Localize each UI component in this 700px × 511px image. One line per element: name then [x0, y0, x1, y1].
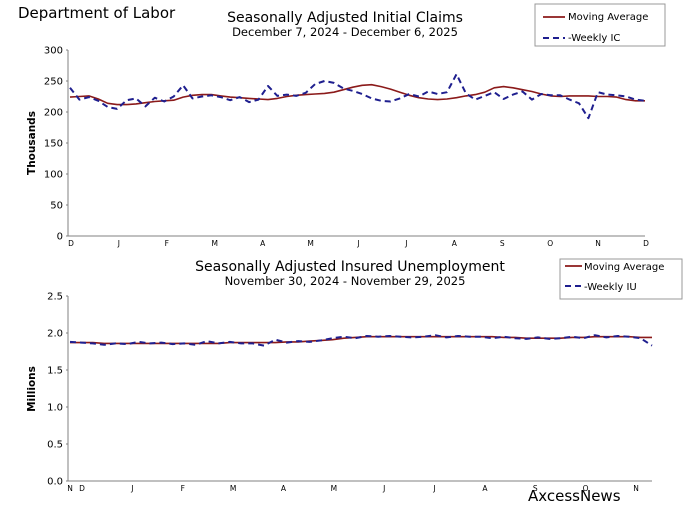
x-tick-label: M	[307, 239, 313, 248]
y-tick-label: 100	[44, 170, 63, 181]
x-tick-label: O	[547, 239, 553, 248]
chart-subtitle: November 30, 2024 - November 29, 2025	[225, 274, 466, 288]
x-tick-label: J	[404, 239, 407, 248]
y-tick-label: 250	[44, 77, 63, 88]
y-tick-label: 2.5	[47, 292, 63, 303]
x-tick-label: M	[331, 484, 337, 493]
legend: Moving Average -Weekly IC	[534, 3, 666, 47]
x-tick-label: J	[432, 484, 435, 493]
y-tick-label: 150	[44, 139, 63, 150]
chart-title: Seasonally Adjusted Initial Claims	[227, 10, 463, 26]
x-tick-label: J	[130, 484, 133, 493]
x-tick-label: N	[595, 239, 601, 248]
y-tick-label: 200	[44, 108, 63, 119]
y-tick-label: 2.0	[47, 329, 63, 340]
x-tick-label: D	[643, 239, 649, 248]
x-tick-label: D	[68, 239, 74, 248]
page-header: Department of Labor	[18, 4, 176, 22]
x-tick-label: M	[230, 484, 236, 493]
x-tick-label: A	[452, 239, 458, 248]
legend-label-moving-average: Moving Average	[568, 12, 648, 23]
y-tick-label: 300	[44, 46, 63, 57]
x-tick-label: J	[356, 239, 359, 248]
insured-unemployment-chart: Seasonally Adjusted Insured Unemployment…	[26, 258, 683, 493]
x-tick-label: A	[482, 484, 488, 493]
x-tick-label: O	[583, 484, 589, 493]
x-tick-label: J	[117, 239, 120, 248]
chart-title: Seasonally Adjusted Insured Unemployment	[195, 259, 505, 275]
y-tick-label: 0	[57, 232, 63, 243]
series-lines	[69, 73, 646, 120]
y-tick-label: 1.5	[47, 366, 63, 377]
x-tick-label: J	[382, 484, 385, 493]
series-line-weekly	[69, 334, 653, 347]
y-axis-label: Millions	[26, 366, 38, 412]
x-tick-label: A	[260, 239, 266, 248]
x-tick-label: N	[67, 484, 73, 493]
x-tick-label: F	[181, 484, 185, 493]
x-tick-label: S	[500, 239, 505, 248]
legend-label-weekly-iu: -Weekly IU	[584, 282, 637, 293]
legend-label-moving-average: Moving Average	[584, 262, 664, 273]
x-tick-label: M	[212, 239, 218, 248]
x-tick-label: A	[281, 484, 287, 493]
legend-label-weekly-ic: -Weekly IC	[568, 33, 620, 44]
chart-subtitle: December 7, 2024 - December 6, 2025	[232, 25, 458, 39]
y-ticks: 0 50 100 150 200 250 300	[44, 46, 68, 243]
series-line-weekly	[69, 73, 646, 120]
x-tick-label: S	[533, 484, 538, 493]
y-ticks: 0.0 0.5 1.0 1.5 2.0 2.5	[47, 292, 68, 488]
y-tick-label: 0.0	[47, 477, 63, 488]
x-tick-label: D	[79, 484, 85, 493]
watermark: AxcessNews	[528, 487, 621, 505]
legend: Moving Average -Weekly IU	[559, 258, 683, 300]
x-tick-label: N	[633, 484, 639, 493]
initial-claims-chart: Seasonally Adjusted Initial Claims Decem…	[26, 3, 666, 248]
y-tick-label: 50	[50, 201, 63, 212]
y-tick-label: 1.0	[47, 403, 63, 414]
series-lines	[69, 334, 653, 347]
y-axis-label: Thousands	[26, 111, 38, 175]
x-tick-label: F	[165, 239, 169, 248]
y-tick-label: 0.5	[47, 440, 63, 451]
